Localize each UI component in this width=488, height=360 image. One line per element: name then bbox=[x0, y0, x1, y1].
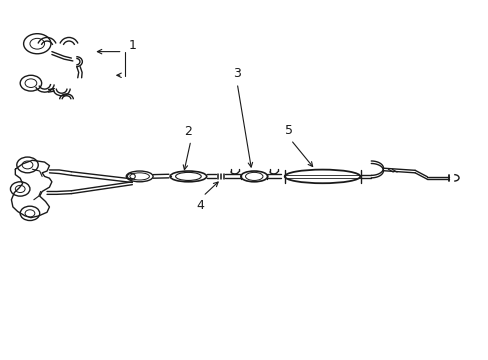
Text: 5: 5 bbox=[285, 124, 293, 137]
Text: 3: 3 bbox=[233, 67, 241, 80]
Text: 4: 4 bbox=[196, 199, 204, 212]
Text: 1: 1 bbox=[129, 39, 137, 52]
Text: 2: 2 bbox=[184, 125, 192, 138]
